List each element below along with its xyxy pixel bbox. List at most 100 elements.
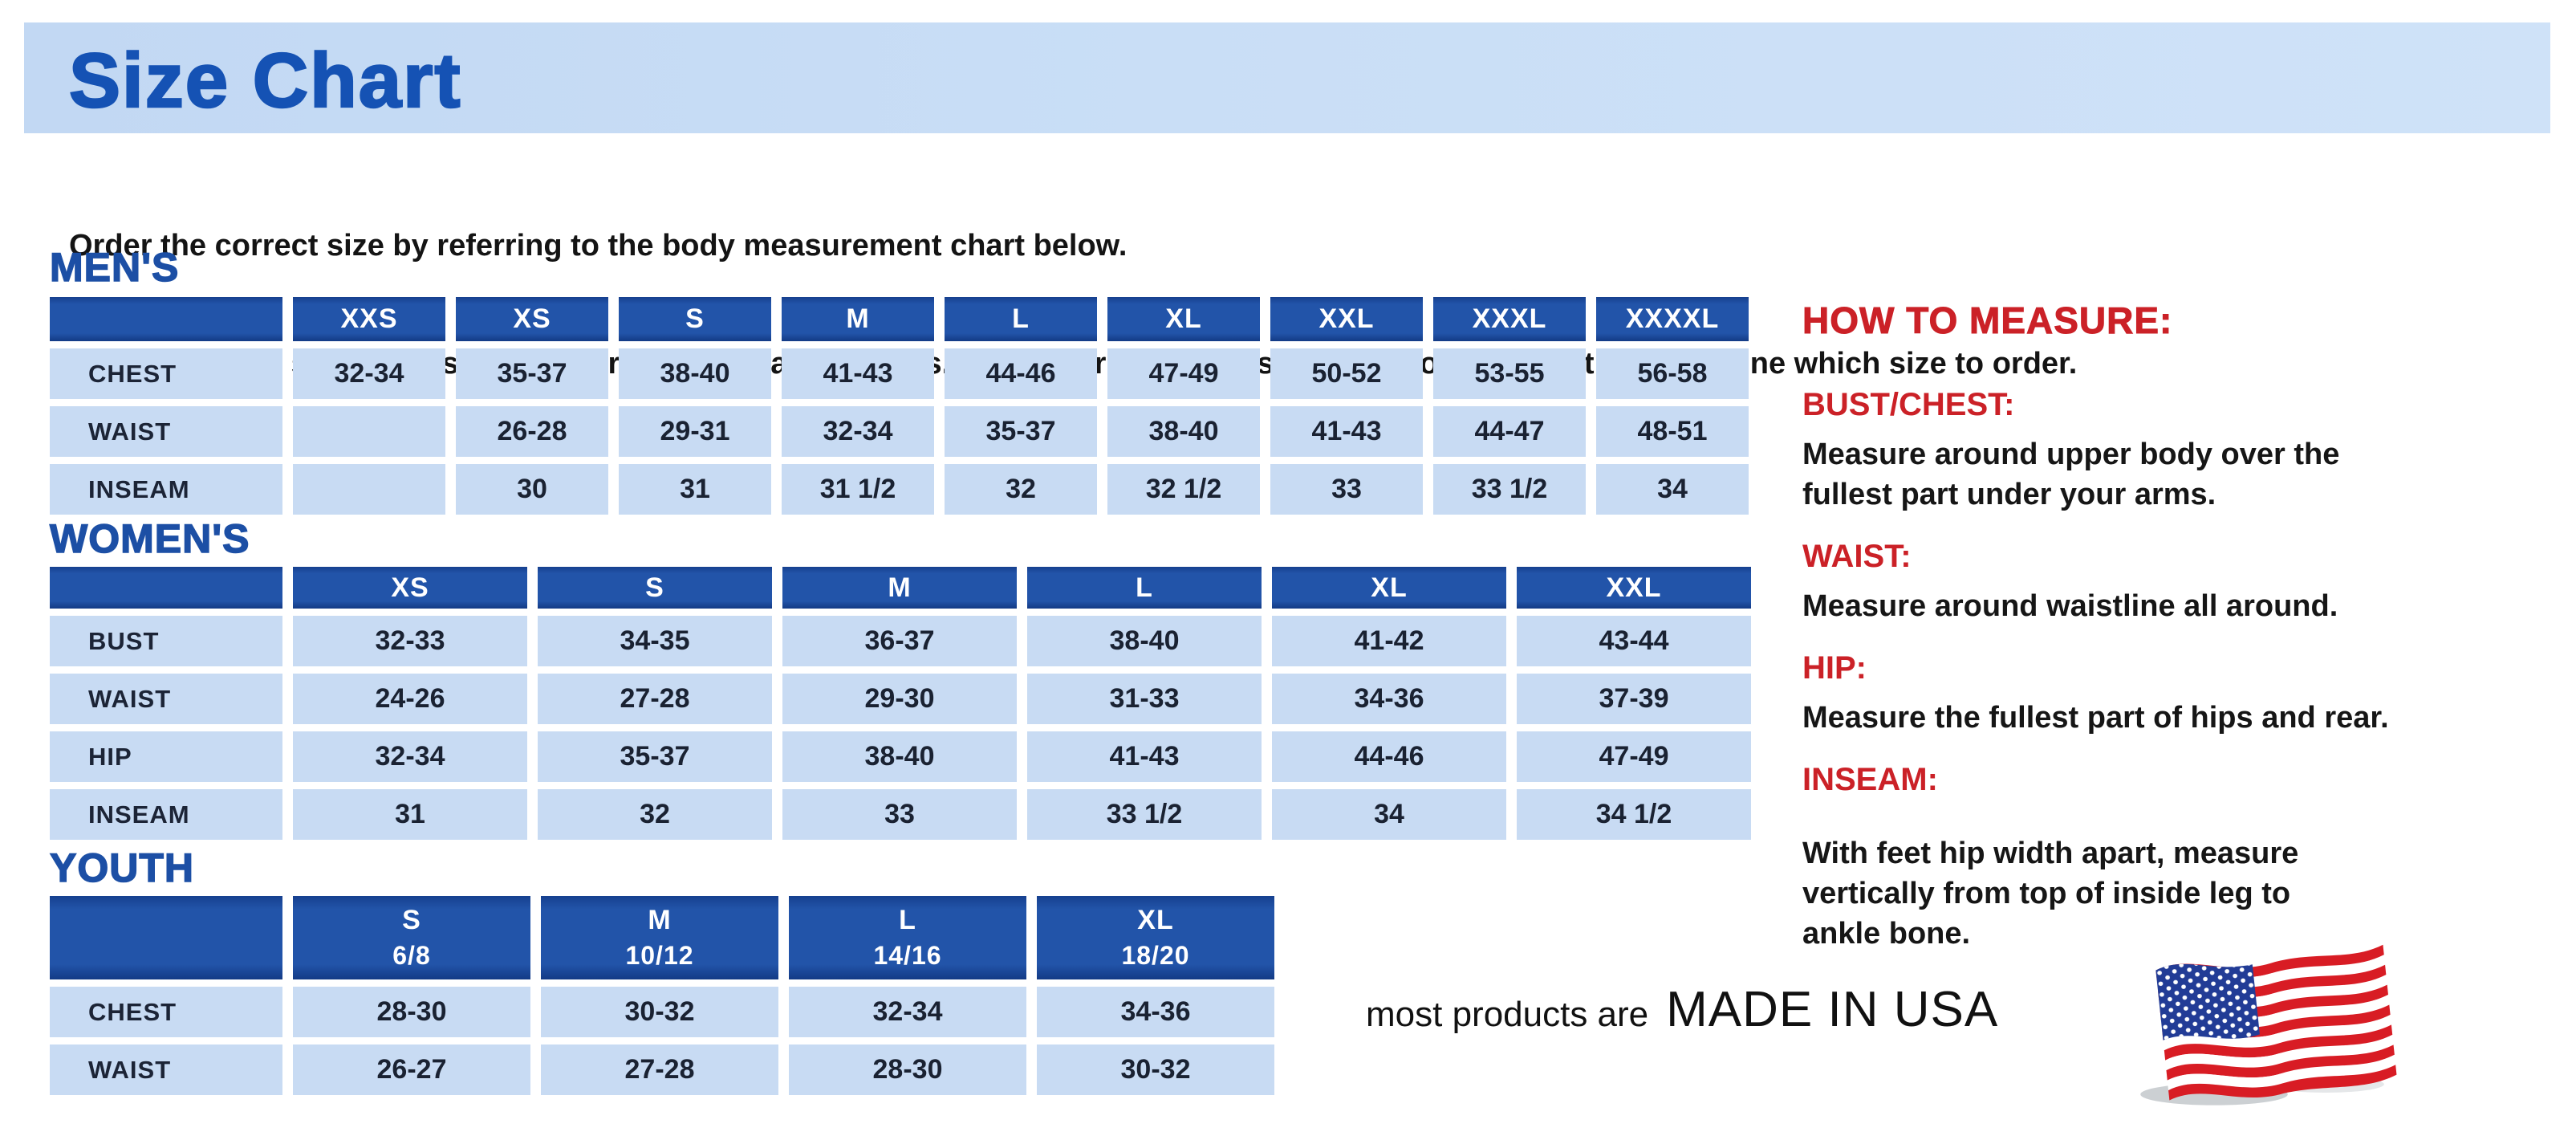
column-header-size: L (899, 905, 916, 935)
flag-red-stripe (2164, 1024, 2393, 1061)
womens-size-table: XS S M L XL XXL BUST 32-33 34-35 36-37 38-40 41-42 4… (50, 567, 1751, 840)
size-cell: 35-37 (945, 406, 1097, 457)
size-cell: 43-44 (1517, 616, 1751, 666)
flag-white-stripe (2163, 1014, 2391, 1051)
size-cell: 30-32 (541, 987, 778, 1037)
made-in-usa-text: MADE IN USA (1666, 982, 1999, 1037)
column-header-size: XXL (1606, 572, 1662, 603)
size-cell: 34 (1272, 789, 1506, 840)
column-header-size: XL (1137, 905, 1174, 935)
size-cell: 38-40 (782, 731, 1017, 782)
size-cell: 41-42 (1272, 616, 1506, 666)
measure-label: INSEAM: (1802, 762, 1938, 797)
column-header-size: XXS (340, 303, 398, 334)
column-header-range: 6/8 (392, 941, 431, 970)
size-cell: 44-46 (1272, 731, 1506, 782)
size-cell: 38-40 (1107, 406, 1260, 457)
column-header-size: XL (1371, 572, 1408, 603)
size-cell: 26-27 (293, 1044, 530, 1095)
size-cell (293, 464, 445, 515)
size-cell: 31-33 (1027, 674, 1262, 724)
size-cell: 38-40 (619, 348, 771, 399)
size-cell: 35-37 (538, 731, 772, 782)
size-cell: 41-43 (782, 348, 934, 399)
column-header: L (945, 297, 1097, 341)
size-cell: 29-31 (619, 406, 771, 457)
size-cell: 34-36 (1272, 674, 1506, 724)
row-label: WAIST (50, 1044, 282, 1095)
column-header: XS (293, 567, 527, 609)
column-header-size: XS (513, 303, 551, 334)
column-header-size: L (1012, 303, 1030, 334)
size-cell: 26-28 (456, 406, 608, 457)
measure-label: WAIST: (1802, 539, 1912, 574)
column-header-size: XS (391, 572, 429, 603)
made-in-usa-line: most products are MADE IN USA (1366, 981, 1998, 1038)
size-cell: 34-35 (538, 616, 772, 666)
column-header-size: S (402, 905, 421, 935)
measure-text: Measure around upper body over the fulle… (1802, 438, 2340, 511)
size-cell: 28-30 (789, 1044, 1026, 1095)
size-cell: 31 (293, 789, 527, 840)
size-cell: 32 (945, 464, 1097, 515)
size-cell: 32-33 (293, 616, 527, 666)
column-header: XXL (1517, 567, 1751, 609)
size-cell: 44-47 (1433, 406, 1586, 457)
size-cell: 28-30 (293, 987, 530, 1037)
usa-flag-icon (2140, 944, 2397, 1106)
column-header-size: M (648, 905, 672, 935)
size-cell: 32-34 (782, 406, 934, 457)
column-header: S (619, 297, 771, 341)
column-header-size: XXXL (1472, 303, 1547, 334)
size-cell: 34 (1596, 464, 1749, 515)
mens-heading: MEN'S (49, 244, 180, 291)
intro-line-1: Order the correct size by referring to t… (69, 229, 1128, 263)
size-cell: 29-30 (782, 674, 1017, 724)
measure-section-inseam: INSEAM: With feet hip width apart, measu… (1802, 762, 2557, 954)
column-header: M 10/12 (541, 896, 778, 979)
flag-white-stripe (2165, 1034, 2394, 1071)
how-to-measure-heading: HOW TO MEASURE: (1802, 299, 2173, 342)
size-cell: 37-39 (1517, 674, 1751, 724)
size-cell: 32 (538, 789, 772, 840)
womens-heading: WOMEN'S (49, 515, 250, 562)
column-header-size: S (685, 303, 705, 334)
measure-text: Measure around waistline all around. (1802, 589, 2338, 623)
size-cell: 47-49 (1107, 348, 1260, 399)
size-cell: 24-26 (293, 674, 527, 724)
column-header: S (538, 567, 772, 609)
column-header: XS (456, 297, 608, 341)
youth-size-table: S 6/8 M 10/12 L 14/16 XL 18/20 CHEST 28-30 30-32 32… (50, 896, 1274, 1095)
row-label: WAIST (50, 674, 282, 724)
size-cell: 53-55 (1433, 348, 1586, 399)
size-cell: 31 (619, 464, 771, 515)
measure-label: BUST/CHEST: (1802, 387, 2015, 422)
column-header: XL (1107, 297, 1260, 341)
flag-canton (2155, 963, 2260, 1040)
size-cell: 27-28 (541, 1044, 778, 1095)
size-cell: 32 1/2 (1107, 464, 1260, 515)
measure-section-bust-chest: BUST/CHEST: Measure around upper body ov… (1802, 387, 2557, 515)
measure-section-hip: HIP: Measure the fullest part of hips an… (1802, 650, 2557, 738)
column-header-size: M (846, 303, 870, 334)
column-header-size: XXL (1318, 303, 1375, 334)
size-cell: 44-46 (945, 348, 1097, 399)
size-cell: 32-34 (789, 987, 1026, 1037)
size-cell (293, 406, 445, 457)
size-cell: 33 (1270, 464, 1423, 515)
size-cell: 31 1/2 (782, 464, 934, 515)
measure-text: With feet hip width apart, measure verti… (1802, 837, 2299, 951)
row-label: CHEST (50, 348, 282, 399)
row-label: HIP (50, 731, 282, 782)
youth-heading: YOUTH (49, 845, 194, 891)
size-cell: 32-34 (293, 731, 527, 782)
row-label: INSEAM (50, 464, 282, 515)
measure-section-waist: WAIST: Measure around waistline all arou… (1802, 539, 2557, 626)
flag-red-stripe (2166, 1044, 2395, 1081)
column-header: L (1027, 567, 1262, 609)
column-header-size: XXXXL (1625, 303, 1720, 334)
flag-red-stripe (2168, 1065, 2397, 1101)
size-cell: 47-49 (1517, 731, 1751, 782)
made-in-usa-prefix: most products are (1366, 995, 1649, 1034)
